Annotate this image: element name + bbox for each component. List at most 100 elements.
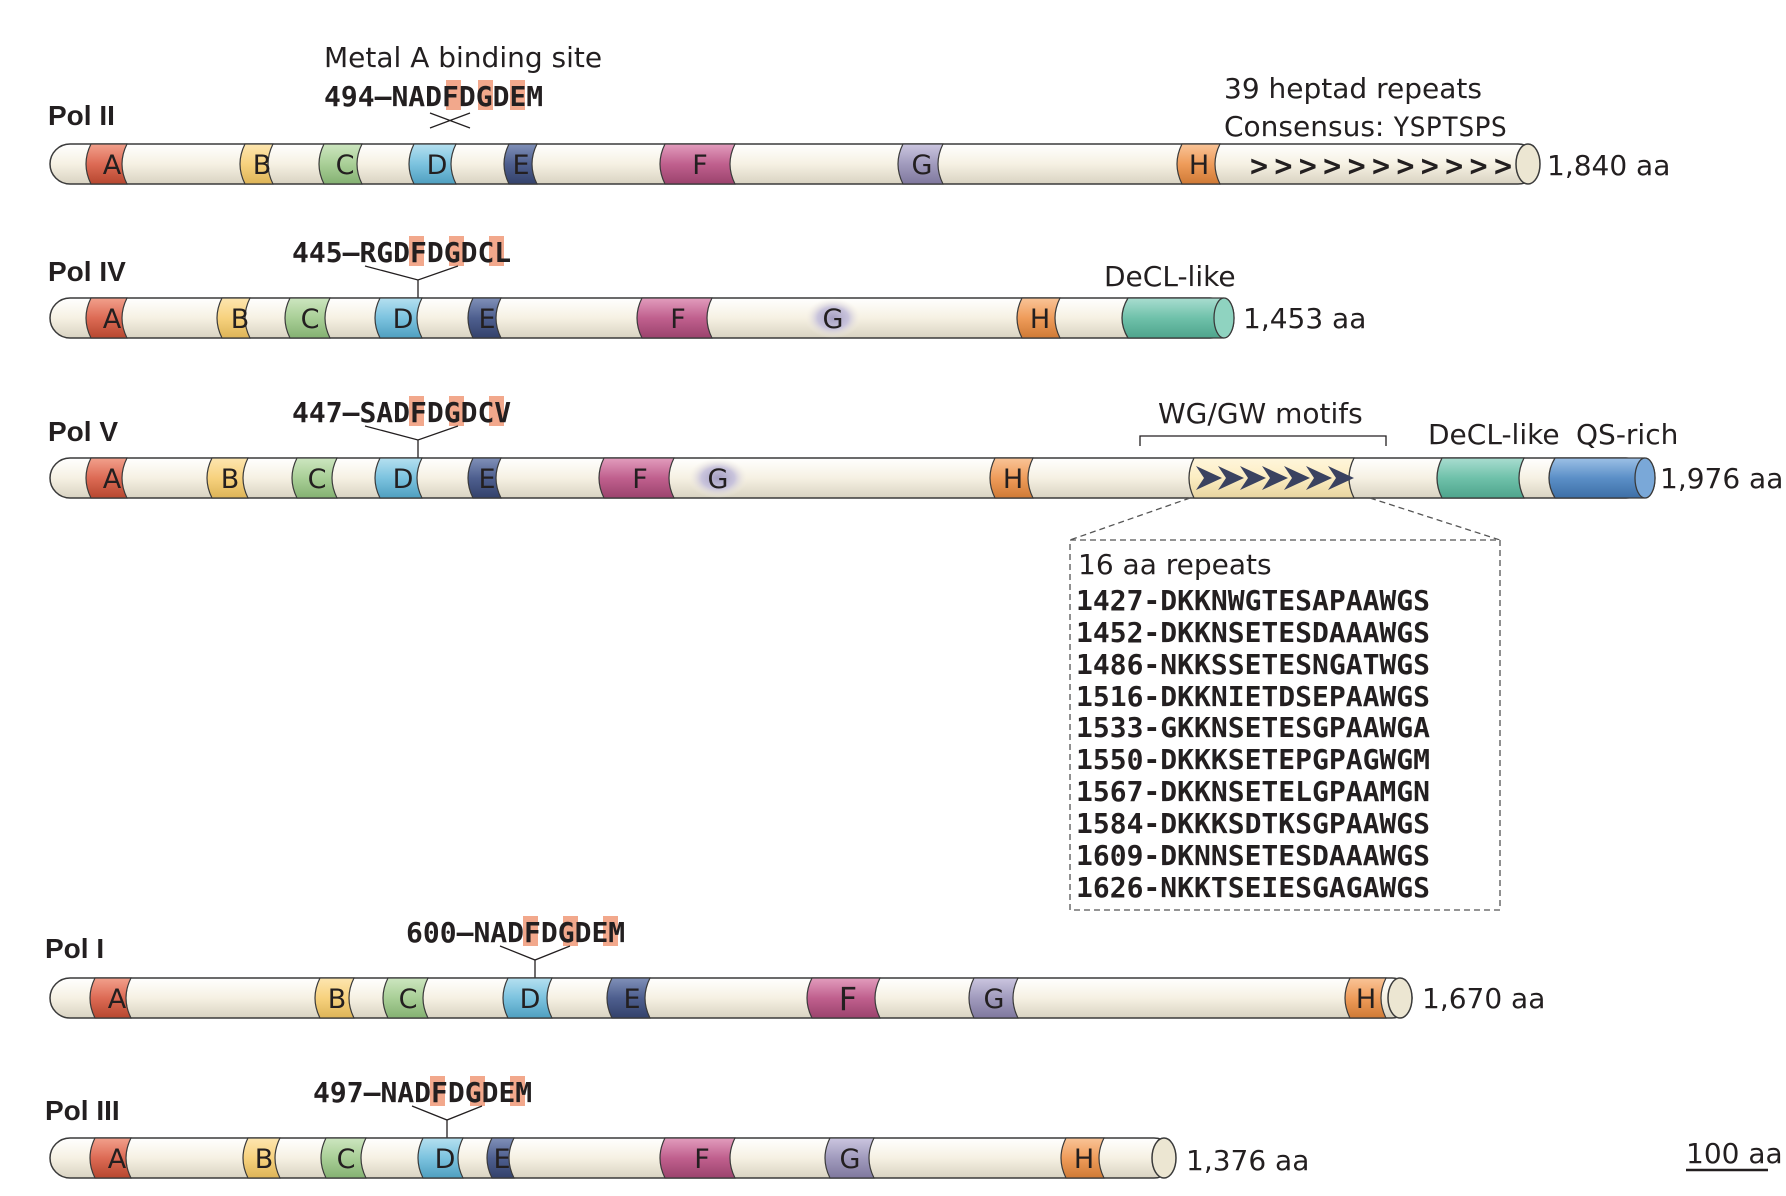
wg-arrow-5 xyxy=(1284,466,1310,490)
pol1-motif-number: 600 xyxy=(406,916,457,949)
scale-bar-label: 100 aa xyxy=(1686,1137,1783,1170)
svg-text:445–RGDFDGDCL: 445–RGDFDGDCL xyxy=(292,236,511,269)
svg-text:497–NADFDGDEM: 497–NADFDGDEM xyxy=(313,1076,532,1109)
repeat-line: 1550-DKKKSETEPGPAGWGM xyxy=(1076,743,1430,776)
pol4-motif: 445–RGDFDGDCL xyxy=(292,236,511,269)
pol2-domain-e xyxy=(503,143,538,185)
pol5-motif-number: 447 xyxy=(292,396,343,429)
pol3-name: Pol III xyxy=(45,1095,120,1126)
pol5-domain-f-label: F xyxy=(632,464,648,495)
pol5-protein-bar xyxy=(49,457,1647,499)
pol5-motif-hl-2 xyxy=(449,396,464,426)
repeat-line: 1626-NKKTSEIESGAGAWGS xyxy=(1076,871,1430,904)
pol1-motif: 600–NADFDGDEM xyxy=(406,916,625,949)
pol1-motif-connector xyxy=(499,945,571,978)
wg-arrow-3 xyxy=(1240,466,1266,490)
repeat-line: 1584-DKKKSDTKSGPAAWGS xyxy=(1076,807,1430,840)
wg-gw-bracket xyxy=(1139,435,1387,446)
pol1-domain-g xyxy=(968,977,1019,1019)
pol5-domain-a-label: A xyxy=(103,464,122,495)
repeats-box-title: 16 aa repeats xyxy=(1078,548,1272,581)
pol3-length: 1,376 aa xyxy=(1186,1144,1309,1177)
heptad-consensus-seq: YSPTSPS xyxy=(1393,112,1507,143)
heptad-line1: 39 heptad repeats xyxy=(1224,72,1482,105)
pol3-domain-b xyxy=(242,1137,281,1179)
pol2-domain-b xyxy=(239,143,274,185)
pol5-domain-g-label: G xyxy=(708,464,729,495)
pol3-domain-f xyxy=(659,1137,736,1179)
pol2-motif-seq: NADFDGDEM xyxy=(391,80,543,113)
pol4-domain-e-label: E xyxy=(478,304,495,335)
pol3-domain-a xyxy=(89,1137,132,1179)
pol4-domain-g xyxy=(805,298,861,338)
pol1-domain-c-label: C xyxy=(399,984,418,1015)
pol2-domain-e-label: E xyxy=(512,150,529,181)
pol5-domain-g xyxy=(688,458,748,498)
pol4-domain-a-label: A xyxy=(103,304,122,335)
pol5-domain-a xyxy=(85,457,128,499)
repeat-line: 1567-DKKNSETELGPAAMGN xyxy=(1076,775,1430,808)
svg-text:Consensus: YSPTSPS: Consensus: YSPTSPS xyxy=(1224,110,1507,143)
pol2-name: Pol II xyxy=(48,100,115,131)
pol2-domain-a xyxy=(85,143,128,185)
pol4-domain-b xyxy=(216,297,251,339)
pol1-domain-b-label: B xyxy=(328,984,347,1015)
row-pol3: Pol III 497–NADFDGDEM A B C D E F G H 1,… xyxy=(45,1076,1309,1179)
repeat-line: 1486-NKKSSETESNGATWGS xyxy=(1076,648,1430,681)
pol3-domain-h xyxy=(1060,1137,1105,1179)
pol2-domain-h xyxy=(1176,143,1221,185)
pol4-motif-seq: RGDFDGDCL xyxy=(359,236,511,269)
pol4-motif-number: 445 xyxy=(292,236,343,269)
pol5-domain-e-label: E xyxy=(478,464,495,495)
pol1-domain-d xyxy=(502,977,553,1019)
pol1-protein-bar xyxy=(49,977,1413,1019)
pol2-domain-a-label: A xyxy=(103,150,122,181)
pol1-domain-f-label: F xyxy=(839,980,857,1018)
pol5-domain-c-label: C xyxy=(308,464,327,495)
pol4-domain-e xyxy=(467,297,502,339)
repeat-line: 1427-DKKNWGTESAPAAWGS xyxy=(1076,584,1430,617)
wg-arrow-1 xyxy=(1196,466,1222,490)
pol5-motif: 447–SADFDGDCV xyxy=(292,396,511,429)
pol3-domain-d-label: D xyxy=(435,1144,456,1175)
pol5-domain-h-label: H xyxy=(1003,464,1023,495)
pol4-domain-h-label: H xyxy=(1030,304,1050,335)
pol3-motif-hl-3 xyxy=(510,1076,525,1106)
wg-gw-label: WG/GW motifs xyxy=(1158,397,1363,430)
repeat-line: 1533-GKKNSETESGPAAWGA xyxy=(1076,711,1430,744)
pol3-bar-end-cap xyxy=(1151,1137,1177,1179)
pol4-motif-hl-1 xyxy=(409,236,424,266)
pol4-domain-h xyxy=(1016,297,1061,339)
pol4-domain-d-label: D xyxy=(393,304,414,335)
pol2-heptad-arrows: >>>>>>>>>>> xyxy=(1250,149,1512,184)
pol4-motif-hl-3 xyxy=(489,236,504,266)
pol1-bar-end-cap xyxy=(1387,977,1413,1019)
pol4-motif-hl-2 xyxy=(449,236,464,266)
pol3-protein-bar xyxy=(49,1137,1175,1179)
pol5-domain-d xyxy=(374,457,423,499)
pol1-domain-g-label: G xyxy=(984,984,1005,1015)
pol1-motif-hl-1 xyxy=(523,916,538,946)
wg-arrow-4 xyxy=(1262,466,1288,490)
pol2-domain-c-label: C xyxy=(336,150,355,181)
pol2-domain-f xyxy=(659,143,736,185)
pol5-name: Pol V xyxy=(48,416,118,447)
pol4-decl-label: DeCL-like xyxy=(1104,260,1236,293)
pol2-domain-d xyxy=(408,143,457,185)
pol2-motif-number: 494 xyxy=(324,80,375,113)
pol2-domain-h-label: H xyxy=(1189,150,1209,181)
pol4-motif-connector xyxy=(364,265,459,298)
pol5-domain-h xyxy=(989,457,1034,499)
svg-text:600–NADFDGDEM: 600–NADFDGDEM xyxy=(406,916,625,949)
pol1-domain-c xyxy=(382,977,429,1019)
metal-a-heading: Metal A binding site xyxy=(324,41,602,74)
pol3-domain-e-label: E xyxy=(493,1144,510,1175)
pol3-domain-e xyxy=(486,1137,515,1179)
pol1-motif-hl-3 xyxy=(603,916,618,946)
pol2-domain-d-label: D xyxy=(427,150,448,181)
pol5-motif-hl-3 xyxy=(489,396,504,426)
pol1-domain-h-label: H xyxy=(1356,984,1376,1015)
pol3-domain-b-label: B xyxy=(255,1144,274,1175)
pol3-motif-seq: NADFDGDEM xyxy=(380,1076,532,1109)
